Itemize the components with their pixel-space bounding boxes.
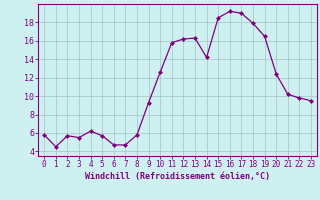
X-axis label: Windchill (Refroidissement éolien,°C): Windchill (Refroidissement éolien,°C)	[85, 172, 270, 181]
